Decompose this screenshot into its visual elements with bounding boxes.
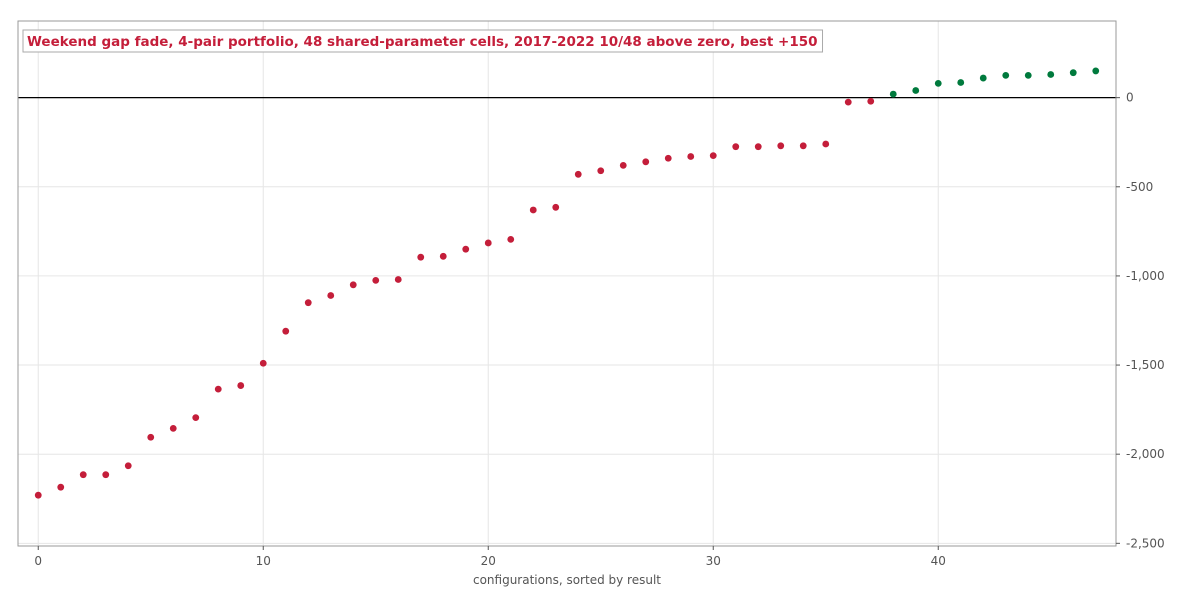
data-point — [417, 253, 425, 261]
data-point — [57, 483, 65, 491]
data-point — [529, 206, 537, 214]
data-point — [439, 252, 447, 260]
y-tick-label: -500 — [1126, 180, 1153, 194]
grid — [18, 21, 1116, 546]
data-point — [912, 87, 920, 94]
data-point — [687, 153, 695, 160]
x-axis-label: configurations, sorted by result — [473, 573, 661, 587]
data-point — [934, 79, 942, 87]
data-point — [147, 433, 155, 441]
title-box: Weekend gap fade, 4-pair portfolio, 48 s… — [22, 29, 824, 53]
data-point — [462, 245, 470, 253]
y-axis-ticks: 0 -500 -1,000 -1,500 -2,000 -2,500 — [1116, 91, 1165, 550]
plot-frame — [17, 20, 1117, 547]
x-tick-label: 30 — [706, 554, 721, 568]
y-tick-label: -2,000 — [1126, 447, 1165, 461]
data-point — [597, 167, 605, 175]
data-point — [777, 142, 785, 150]
data-point — [979, 74, 987, 82]
data-point — [867, 97, 875, 105]
data-point — [642, 158, 650, 166]
y-tick-label: 0 — [1126, 91, 1134, 105]
data-point — [102, 471, 110, 479]
data-point — [259, 359, 267, 367]
x-tick-label: 0 — [34, 554, 42, 568]
data-point — [124, 462, 132, 470]
data-point — [574, 170, 582, 178]
data-point — [799, 142, 807, 150]
x-tick-label: 40 — [931, 554, 946, 568]
data-point — [754, 143, 762, 151]
data-point — [709, 152, 717, 159]
data-point — [237, 382, 245, 389]
x-axis-ticks: 0 10 20 30 40 — [34, 546, 946, 568]
data-point — [394, 276, 402, 283]
data-point — [552, 203, 560, 211]
data-point — [664, 154, 672, 162]
data-point — [349, 281, 357, 289]
data-point — [1092, 67, 1100, 75]
data-point — [957, 79, 965, 86]
data-points — [34, 67, 1100, 499]
data-point — [1024, 71, 1032, 79]
data-point — [889, 90, 897, 98]
data-point — [304, 299, 312, 307]
x-tick-label: 10 — [256, 554, 271, 568]
data-point — [507, 235, 515, 243]
y-tick-label: -2,500 — [1126, 536, 1165, 550]
data-point — [732, 143, 740, 151]
chart-title: Weekend gap fade, 4-pair portfolio, 48 s… — [27, 34, 818, 50]
data-point — [192, 414, 200, 422]
data-point — [619, 161, 627, 169]
data-point — [484, 239, 492, 247]
y-tick-label: -1,000 — [1126, 269, 1165, 283]
data-point — [34, 491, 42, 499]
data-point — [169, 424, 177, 432]
data-point — [822, 140, 830, 148]
data-point — [214, 385, 222, 393]
data-point — [1047, 71, 1055, 78]
data-point — [79, 471, 87, 479]
y-tick-label: -1,500 — [1126, 358, 1165, 372]
data-point — [372, 276, 380, 284]
data-point — [844, 98, 852, 106]
data-point — [1002, 71, 1010, 79]
data-point — [1069, 69, 1077, 77]
data-point — [282, 327, 290, 335]
x-tick-label: 20 — [481, 554, 496, 568]
data-point — [327, 292, 335, 299]
